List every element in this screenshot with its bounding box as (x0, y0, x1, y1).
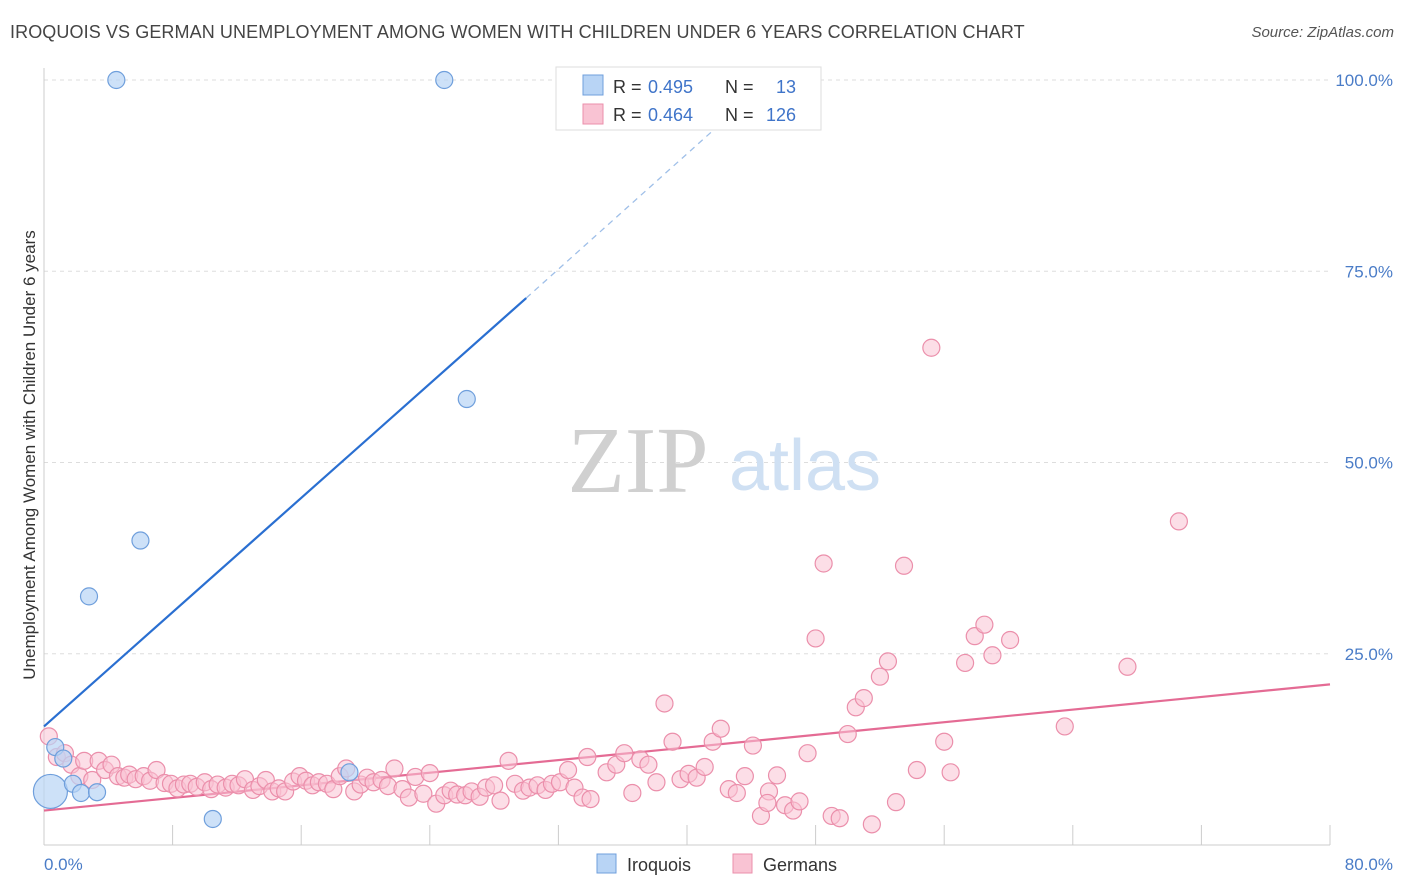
legend-r-label-germans: R = (613, 105, 642, 125)
watermark-atlas: atlas (729, 426, 881, 506)
germans-point (1001, 630, 1020, 650)
legend-r-label-iroquois: R = (613, 77, 642, 97)
germans-point (830, 809, 849, 828)
axes (43, 68, 1331, 846)
legend-r-value-germans: 0.464 (648, 105, 693, 125)
legend-n-value-iroquois: 13 (776, 77, 796, 97)
iroquois-point (79, 587, 99, 606)
germans-point (767, 766, 787, 785)
legend-germans-label: Germans (763, 855, 837, 875)
y-tick-label: 100.0% (1335, 71, 1393, 90)
germans-point (941, 763, 960, 782)
germans-point (147, 760, 166, 780)
gridlines (44, 79, 1330, 655)
germans-point (623, 783, 642, 803)
iroquois-point (203, 809, 222, 829)
iroquois-point (131, 531, 150, 550)
legend-iroquois-swatch (596, 853, 617, 874)
germans-point (414, 784, 433, 803)
iroquois-point (32, 773, 69, 810)
watermark-zip: ZIP (568, 409, 709, 513)
iroquois-trend-extension (525, 110, 736, 299)
germans-point (695, 757, 714, 777)
germans-point (491, 791, 510, 810)
iroquois-point (340, 763, 359, 782)
germans-point (975, 615, 994, 634)
germans-point (907, 760, 926, 780)
iroquois-point (457, 389, 476, 409)
y-axis-label: Unemployment Among Women with Children U… (20, 230, 39, 679)
germans-point (955, 653, 975, 673)
watermark: ZIP atlas (568, 409, 882, 513)
germans-point (1055, 717, 1074, 736)
iroquois-point (107, 70, 126, 90)
germans-point (703, 732, 722, 751)
germans-legend-swatch (582, 103, 604, 125)
legend-germans-swatch (732, 853, 753, 874)
source-credit: Source: ZipAtlas.com (1251, 24, 1394, 41)
germans-point (615, 744, 634, 763)
legend-n-value-germans: 126 (766, 105, 796, 125)
germans-point (581, 789, 600, 809)
legend-n-label-germans: N = (725, 105, 754, 125)
chart-title: IROQUOIS VS GERMAN UNEMPLOYMENT AMONG WO… (10, 22, 1025, 42)
germans-point (922, 338, 941, 357)
germans-point (655, 694, 674, 713)
germans-point (1118, 657, 1137, 676)
germans-point (886, 793, 906, 812)
germans-points (39, 338, 1188, 834)
germans-point (806, 629, 825, 648)
germans-point (838, 724, 857, 744)
germans-point (499, 751, 518, 770)
x-tick-label-min: 0.0% (44, 855, 83, 874)
germans-point (727, 783, 746, 803)
germans-point (663, 732, 682, 751)
y-tick-label: 75.0% (1345, 262, 1393, 281)
iroquois-point (71, 783, 91, 803)
iroquois-trend-line (43, 297, 527, 728)
iroquois-point (435, 70, 454, 90)
germans-point (1169, 512, 1188, 531)
germans-point (578, 747, 597, 767)
iroquois-point (87, 783, 107, 802)
correlation-legend: R = 0.495 N = 13 R = 0.464 N = 126 (555, 66, 822, 131)
germans-point (647, 773, 666, 792)
germans-point (854, 689, 873, 708)
iroquois-point (54, 749, 73, 768)
germans-point (385, 759, 404, 778)
legend-r-value-iroquois: 0.495 (648, 77, 693, 97)
germans-point (790, 792, 809, 811)
y-tick-label: 50.0% (1345, 454, 1393, 473)
germans-point (758, 793, 777, 813)
germans-point (878, 652, 898, 671)
germans-point (711, 719, 730, 738)
germans-point (983, 646, 1002, 665)
germans-point (735, 767, 754, 786)
iroquois-points (32, 70, 476, 829)
tick-labels: 25.0% 50.0% 75.0% 100.0% 0.0% 80.0% (44, 71, 1393, 874)
y-tick-label: 25.0% (1345, 645, 1393, 664)
germans-point (639, 755, 658, 774)
germans-point (814, 554, 833, 573)
germans-point (870, 667, 890, 686)
germans-point (485, 776, 504, 795)
germans-point (743, 736, 763, 755)
germans-point (862, 815, 881, 834)
legend-n-label-iroquois: N = (725, 77, 754, 97)
germans-point (894, 556, 914, 575)
x-tick-label-max: 80.0% (1345, 855, 1393, 874)
iroquois-legend-swatch (582, 74, 604, 96)
series-legend: Iroquois Germans (596, 853, 837, 875)
germans-point (558, 760, 578, 780)
germans-point (935, 732, 954, 751)
germans-point (420, 763, 439, 783)
legend-iroquois-label: Iroquois (627, 855, 691, 875)
germans-point (798, 744, 817, 763)
